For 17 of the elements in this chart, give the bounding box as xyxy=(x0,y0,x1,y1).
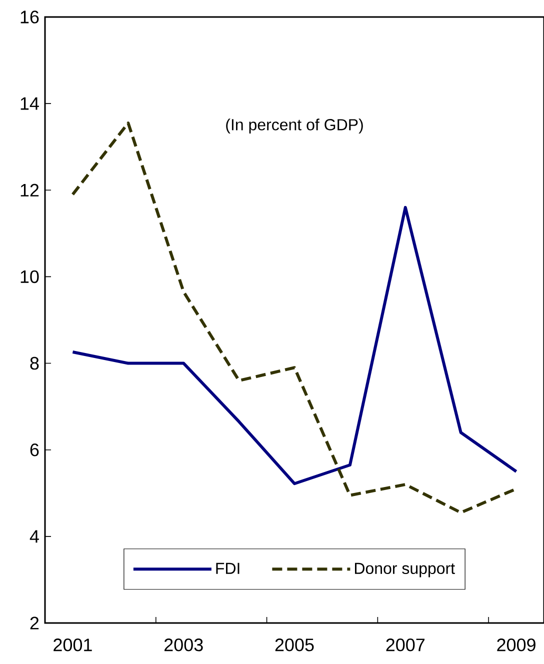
y-tick-label: 10 xyxy=(20,270,39,284)
y-tick-label: 14 xyxy=(20,97,39,110)
x-tick-label: 2007 xyxy=(386,638,424,652)
x-tick-label: 2005 xyxy=(275,638,314,652)
y-tick-label: 6 xyxy=(30,443,39,456)
y-tick-label: 12 xyxy=(20,184,39,196)
x-tick-label: 2001 xyxy=(54,638,92,652)
y-tick-label: 16 xyxy=(20,10,39,24)
y-tick-label: 8 xyxy=(30,356,39,370)
legend-label: FDI xyxy=(216,562,240,574)
x-tick-label: 2003 xyxy=(164,638,203,652)
y-tick-label: 2 xyxy=(30,616,39,630)
x-tick-label: 2009 xyxy=(497,638,536,652)
annotation: (In percent of GDP) xyxy=(226,118,363,134)
legend-label: Donor support xyxy=(354,562,455,578)
y-tick-label: 4 xyxy=(30,530,39,543)
line-series xyxy=(71,206,518,486)
